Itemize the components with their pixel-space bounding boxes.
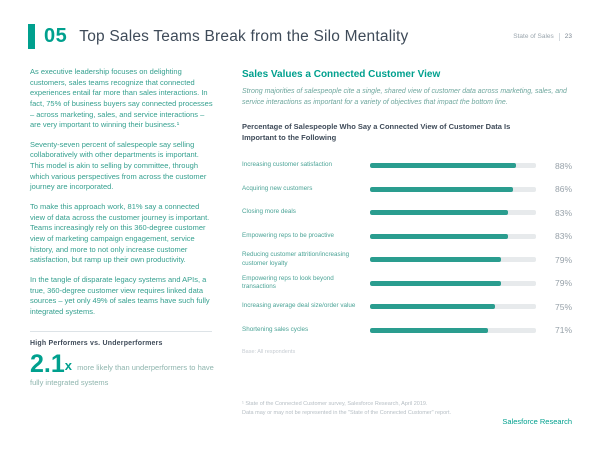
running-header: State of Sales 23 (513, 32, 572, 41)
bar-fill (370, 163, 517, 168)
paragraph: As executive leadership focuses on delig… (30, 67, 213, 130)
bar-label: Increasing average deal size/order value (242, 302, 356, 310)
chapter-number: 05 (44, 25, 68, 47)
bar-fill (370, 257, 502, 262)
bar-fill (370, 210, 508, 215)
bar-fill (370, 304, 495, 309)
bar-value: 83% (554, 231, 572, 241)
bar-value: 71% (554, 325, 572, 335)
bar-label: Closing more deals (242, 208, 296, 216)
bar-track (370, 163, 536, 168)
bar-track (370, 210, 536, 215)
base-note: Base: All respondents (242, 348, 296, 355)
paragraph: In the tangle of disparate legacy system… (30, 274, 210, 316)
bar-fill (370, 186, 513, 192)
bar-value: 75% (554, 301, 572, 312)
intro-paragraphs: As executive leadership focuses on delig… (30, 67, 214, 317)
paragraph: Seventy-seven percent of salespeople say… (30, 139, 207, 192)
stat-line: 2.1x more likely than underperformers to… (30, 352, 214, 388)
header-divider (558, 32, 560, 41)
chart-rows: Increasing customer satisfaction 88% Acqui… (242, 154, 572, 342)
intro-column: As executive leadership focuses on delig… (30, 67, 214, 389)
bar-fill (370, 233, 508, 239)
bar-fill (370, 280, 502, 286)
section-subtitle: Strong majorities of salespeople cite a … (242, 88, 567, 106)
report-name: State of Sales (513, 33, 554, 40)
bar-label: Empowering reps to look beyond transacti… (242, 274, 334, 290)
section-title: Sales Values a Connected Customer View (242, 69, 441, 80)
bar-label: Reducing customer attrition/increasing c… (242, 251, 350, 267)
bar-track (370, 304, 536, 309)
bar-fill (370, 327, 488, 333)
footnote: Data may or may not be represented in th… (242, 410, 452, 417)
bar-value: 88% (554, 160, 572, 171)
paragraph: To make this approach work, 81% say a co… (30, 202, 210, 265)
bar-track (370, 233, 536, 239)
chart-row: Closing more deals 83% (242, 201, 572, 225)
chart-title: Percentage of Salespeople Who Say a Conn… (242, 122, 511, 142)
bar-label: Empowering reps to be proactive (242, 231, 335, 239)
bar-value: 79% (554, 278, 572, 288)
chapter-accent-bar (28, 24, 35, 49)
page-header: 05 Top Sales Teams Break from the Silo M… (0, 0, 600, 49)
bar-value: 86% (554, 184, 572, 194)
chart-row: Increasing average deal size/order value… (242, 295, 572, 319)
page-number: 23 (564, 33, 572, 40)
page-content: As executive leadership focuses on delig… (0, 49, 600, 389)
footnote: ¹ State of the Connected Customer survey… (242, 401, 428, 408)
chart-row: Reducing customer attrition/increasing c… (242, 248, 572, 272)
bar-value: 83% (554, 207, 572, 218)
stat-divider (30, 331, 212, 333)
footnotes: ¹ State of the Connected Customer survey… (242, 400, 451, 418)
stat-suffix: x (64, 358, 72, 374)
chart-row: Empowering reps to be proactive 83% (242, 224, 572, 248)
chart-row: Increasing customer satisfaction 88% (242, 154, 572, 178)
stat-heading: High Performers vs. Underperformers (30, 340, 163, 348)
chart-row: Shortening sales cycles 71% (242, 318, 572, 342)
bar-label: Acquiring new customers (242, 184, 313, 192)
chart-row: Empowering reps to look beyond transacti… (242, 271, 572, 295)
stat-value: 2.1 (30, 350, 65, 379)
bar-label: Increasing customer satisfaction (242, 161, 332, 169)
bar-chart: Increasing customer satisfaction 88% Acqui… (242, 154, 572, 342)
bar-track (370, 280, 536, 286)
chart-row: Acquiring new customers 86% (242, 177, 572, 201)
bar-track (370, 327, 536, 333)
brand-credit: Salesforce Research (502, 417, 572, 426)
bar-label: Shortening sales cycles (242, 325, 309, 333)
bar-value: 79% (554, 254, 572, 265)
page-title: Top Sales Teams Break from the Silo Ment… (79, 27, 409, 45)
bar-track (370, 257, 536, 262)
stat-block: High Performers vs. Underperformers 2.1x… (30, 331, 214, 388)
stat-description: more likely than underperformers to have… (30, 363, 214, 388)
bar-track (370, 186, 536, 192)
chart-column: Sales Values a Connected Customer View S… (242, 67, 572, 389)
